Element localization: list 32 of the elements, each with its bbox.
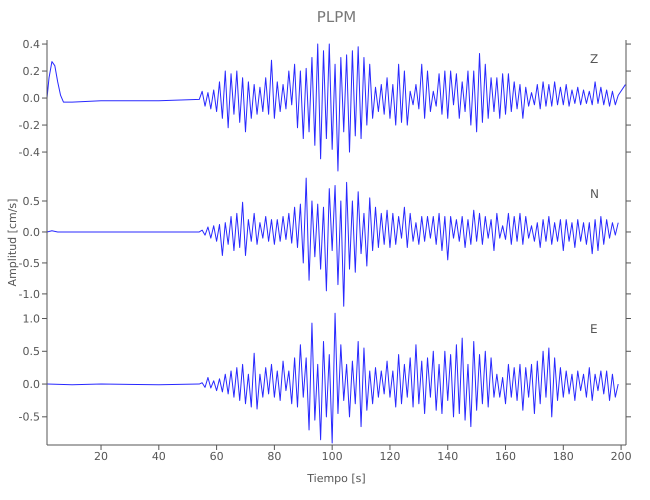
x-tick-label: 40 [152,450,166,463]
y-tick-label: 0.5 [22,345,40,358]
y-tick-label: -0.4 [18,146,40,159]
annotation: E [590,322,598,336]
x-tick-label: 100 [322,450,343,463]
x-tick-label: 60 [210,450,224,463]
x-tick-label: 20 [94,450,108,463]
annotation: Z [590,52,598,66]
y-tick-label: 0.0 [22,92,40,105]
y-axis-title: Amplitud [cm/s] [6,198,19,286]
y-tick-label: 0.2 [22,64,40,78]
y-tick-label: -0.5 [18,410,40,424]
y-tick-label: -1.0 [18,288,40,301]
x-axis-title: Tiempo [s] [306,472,366,485]
y-tick-label: 0.5 [22,194,40,208]
line-series [47,44,626,172]
y-tick-label: 0.4 [22,38,40,51]
y-tick-label: 1.0 [22,312,40,326]
x-tick-label: 140 [437,450,458,463]
y-tick-label: 0.0 [22,226,40,239]
chart-title: PLPM [316,8,358,26]
y-tick-label: -0.2 [18,118,40,132]
x-tick-label: 160 [495,450,516,463]
annotation: N [590,187,599,201]
line-series [47,312,619,444]
x-tick-label: 120 [379,450,400,463]
line-series [47,178,619,307]
x-tick-label: 200 [610,450,632,463]
x-tick-label: 180 [552,450,574,463]
x-tick-label: 80 [267,450,282,463]
y-tick-label: -0.5 [18,256,40,270]
y-tick-label: 0.0 [22,378,40,391]
